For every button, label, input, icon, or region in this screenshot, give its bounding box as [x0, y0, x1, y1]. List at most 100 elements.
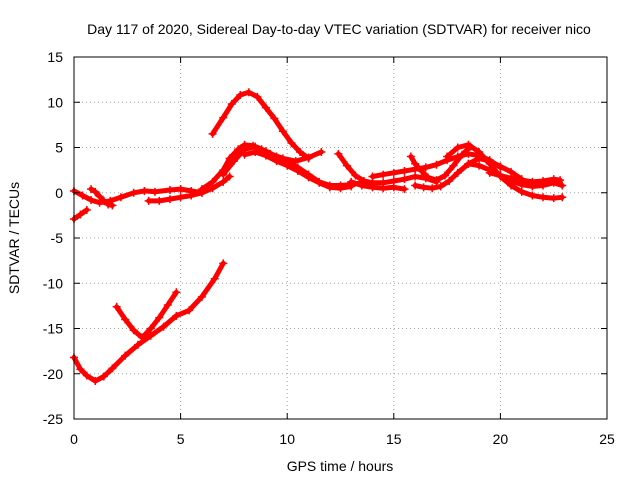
- y-tick-label: 10: [47, 94, 63, 110]
- y-tick-label: -5: [51, 230, 64, 246]
- data-point-marker: [176, 185, 185, 194]
- data-point-marker: [342, 161, 351, 170]
- data-point-marker: [368, 172, 377, 181]
- data-point-marker: [165, 195, 174, 204]
- data-point-marker: [91, 187, 100, 196]
- data-point-marker: [325, 183, 334, 192]
- data-point-marker: [104, 200, 113, 209]
- data-point-marker: [116, 193, 125, 202]
- data-point-marker: [507, 174, 516, 183]
- x-tick-label: 5: [177, 431, 185, 447]
- data-point-marker: [558, 193, 567, 202]
- data-point-marker: [517, 176, 526, 185]
- data-point-marker: [528, 191, 537, 200]
- data-point-marker: [539, 176, 548, 185]
- data-point-marker: [87, 195, 96, 204]
- data-point-marker: [449, 161, 458, 170]
- series-line-arc-1: [71, 260, 226, 384]
- data-point-marker: [558, 181, 567, 190]
- data-point-marker: [187, 191, 196, 200]
- data-point-marker: [293, 167, 302, 176]
- data-point-marker: [219, 259, 228, 268]
- data-point-marker: [108, 364, 117, 373]
- data-point-marker: [185, 306, 194, 315]
- data-point-marker: [159, 322, 168, 331]
- data-point-marker: [549, 194, 558, 203]
- data-point-marker: [517, 187, 526, 196]
- data-point-marker: [453, 143, 462, 152]
- data-point-marker: [432, 176, 441, 185]
- data-point-marker: [165, 186, 174, 195]
- data-point-marker: [197, 185, 206, 194]
- data-point-marker: [400, 175, 409, 184]
- data-point-marker: [428, 184, 437, 193]
- data-point-marker: [210, 274, 219, 283]
- data-point-marker: [295, 148, 304, 157]
- data-point-marker: [129, 188, 138, 197]
- data-point-marker: [219, 170, 228, 179]
- data-point-marker: [146, 331, 155, 340]
- y-tick-label: 15: [47, 49, 63, 65]
- x-tick-label: 15: [386, 431, 402, 447]
- data-point-marker: [172, 288, 181, 297]
- y-tick-label: -15: [43, 321, 63, 337]
- data-point-marker: [138, 333, 147, 342]
- data-point-marker: [227, 100, 236, 109]
- data-point-marker: [278, 127, 287, 136]
- data-point-marker: [91, 376, 100, 385]
- data-point-marker: [411, 159, 420, 168]
- data-point-marker: [315, 178, 324, 187]
- data-point-marker: [261, 103, 270, 112]
- data-point-marker: [458, 150, 467, 159]
- data-point-marker: [208, 177, 217, 186]
- data-point-marker: [225, 172, 234, 181]
- grid-lines: [74, 57, 607, 419]
- series-line-arc-2: [114, 289, 179, 341]
- data-point-marker: [400, 167, 409, 176]
- plot-frame: [73, 56, 608, 420]
- data-point-marker: [389, 168, 398, 177]
- data-point-marker: [357, 181, 366, 190]
- data-point-marker: [76, 365, 85, 374]
- series-line-arc-7: [210, 89, 311, 161]
- x-tick-label: 10: [279, 431, 295, 447]
- data-point-marker: [121, 315, 130, 324]
- data-point-marker: [423, 173, 432, 182]
- data-point-marker: [253, 92, 262, 101]
- data-point-marker: [334, 149, 343, 158]
- x-axis-label: GPS time / hours: [287, 458, 394, 474]
- data-point-marker: [172, 311, 181, 320]
- data-point-marker: [95, 192, 104, 201]
- data-point-marker: [99, 372, 108, 381]
- data-point-marker: [496, 171, 505, 180]
- data-point-marker: [417, 167, 426, 176]
- data-point-marker: [336, 184, 345, 193]
- data-point-marker: [411, 172, 420, 181]
- data-point-marker: [140, 186, 149, 195]
- data-point-marker: [283, 161, 292, 170]
- data-point-marker: [421, 163, 430, 172]
- data-point-marker: [229, 157, 238, 166]
- data-point-marker: [82, 205, 91, 214]
- data-point-marker: [133, 340, 142, 349]
- data-point-marker: [443, 152, 452, 161]
- data-point-marker: [496, 162, 505, 171]
- data-series: [70, 88, 567, 385]
- data-point-marker: [287, 138, 296, 147]
- data-point-marker: [475, 148, 484, 157]
- data-point-marker: [347, 177, 356, 186]
- data-point-marker: [379, 184, 388, 193]
- data-point-marker: [406, 152, 415, 161]
- data-point-marker: [236, 91, 245, 100]
- data-point-marker: [176, 193, 185, 202]
- data-point-marker: [272, 157, 281, 166]
- data-point-marker: [485, 168, 494, 177]
- data-point-marker: [155, 196, 164, 205]
- data-point-marker: [368, 183, 377, 192]
- data-point-marker: [432, 160, 441, 169]
- y-tick-label: -20: [43, 366, 63, 382]
- data-point-marker: [261, 151, 270, 160]
- data-point-marker: [219, 113, 228, 122]
- data-point-marker: [151, 187, 160, 196]
- data-point-marker: [304, 173, 313, 182]
